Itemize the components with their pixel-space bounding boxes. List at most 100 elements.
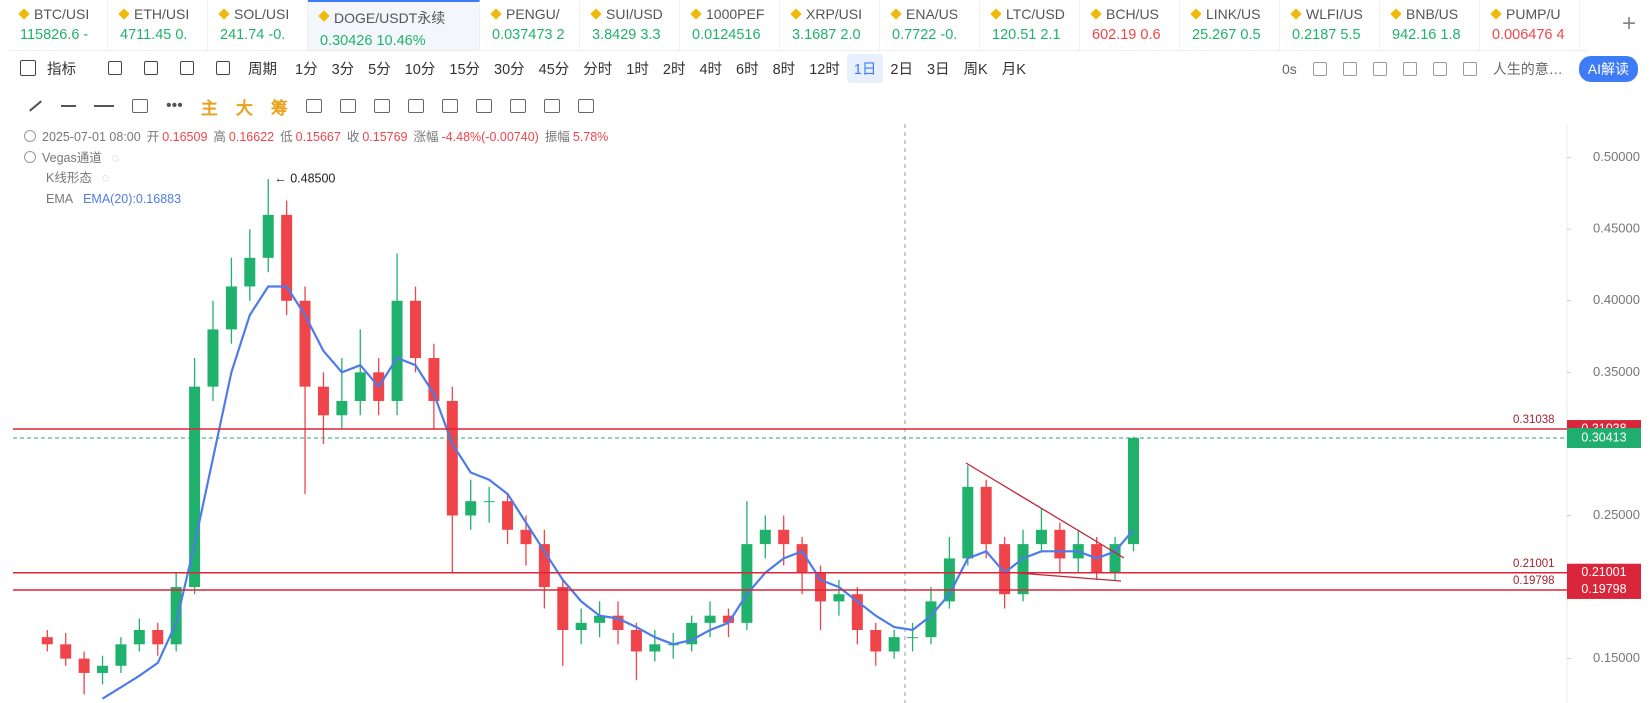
copy-icon[interactable] (1372, 62, 1387, 76)
ticker-quote: 0.30426 10.46% (320, 33, 426, 49)
ticker[interactable]: DOGE/USDT永续 0.30426 10.46% (308, 0, 480, 50)
y-tick-label: 0.50000 (1593, 149, 1640, 164)
layout-icon[interactable] (108, 61, 122, 75)
interval[interactable]: 3分 (331, 61, 355, 78)
level-label: 0.21001 (1513, 558, 1555, 570)
candle-body (943, 558, 955, 602)
info-value: 5.78% (572, 130, 609, 144)
edit-tool[interactable] (475, 99, 492, 113)
candle-body (336, 400, 348, 416)
indicator-icon (20, 60, 36, 76)
collapse-icon[interactable] (24, 150, 36, 163)
more-tool[interactable]: ••• (166, 97, 183, 114)
candle-body (502, 501, 514, 530)
ticker[interactable]: BNB/US 942.16 1.8 (1380, 0, 1480, 50)
interval[interactable]: 15分 (449, 61, 481, 78)
info-date: 2025-07-01 08:00 (42, 130, 141, 144)
interval[interactable]: 12时 (809, 61, 840, 78)
link-tool[interactable] (509, 99, 526, 113)
interval[interactable]: 1分 (295, 61, 318, 78)
interval[interactable]: 周K (963, 61, 988, 78)
account[interactable]: 人生的意… (1492, 61, 1563, 77)
pen-icon[interactable] (1342, 62, 1357, 76)
ticker[interactable]: ETH/USI 4711.45 0. (108, 0, 208, 50)
interval[interactable]: 4时 (699, 61, 723, 78)
candle-body (851, 594, 863, 630)
candle-body (557, 587, 569, 630)
candle-body (1109, 544, 1121, 573)
interval[interactable]: 2日 (890, 61, 913, 78)
tool-text[interactable]: 大 (235, 98, 253, 118)
ticker[interactable]: SOL/USI 241.74 -0. (208, 0, 308, 50)
interval[interactable]: 8时 (772, 61, 796, 78)
info-value: 0.15769 (362, 130, 408, 144)
interval[interactable]: 分时 (583, 61, 613, 78)
tool-text[interactable]: 筹 (270, 98, 288, 118)
candle-body (78, 658, 90, 673)
info-value: 0.15667 (295, 130, 341, 144)
brush-tool[interactable] (373, 99, 390, 113)
candle-body (410, 300, 421, 359)
ticker-name: ENA/US (892, 6, 979, 22)
ticker-quote: 120.51 2.1 (992, 27, 1061, 43)
interval[interactable]: 30分 (494, 61, 525, 78)
ticker[interactable]: PENGU/0.037473 2 (480, 0, 580, 50)
interval[interactable]: 1日 (846, 53, 884, 83)
candle-body (594, 615, 606, 623)
note-tool[interactable] (441, 99, 458, 113)
candle-body (483, 501, 495, 503)
ticker-quote: 241.74 -0. (220, 27, 286, 43)
rect-tool[interactable] (132, 99, 148, 113)
measure-tool[interactable] (339, 99, 356, 113)
ticker[interactable]: WLFI/US 0.2187 5.5 (1280, 0, 1380, 50)
candle-body (97, 665, 109, 673)
indicator-button[interactable]: 指标 (47, 61, 76, 78)
interval[interactable]: 3日 (926, 61, 950, 78)
list-icon[interactable] (1402, 62, 1417, 76)
interval[interactable]: 5分 (368, 61, 391, 78)
tool-text[interactable]: 主 (200, 98, 218, 118)
fullscreen-icon[interactable] (1462, 62, 1477, 76)
ticker[interactable]: BCH/US 602.19 0.6 (1080, 0, 1180, 50)
interval[interactable]: 10分 (404, 61, 436, 78)
ticker-quote: 3.1687 2.0 (792, 27, 861, 43)
ema-value: EMA(20):0.16883 (83, 191, 182, 206)
ticker[interactable]: BTC/USI 115826.6 - (8, 0, 108, 50)
interval[interactable]: 45分 (538, 61, 570, 78)
eye-icon[interactable]: ◌ (101, 171, 110, 185)
chart-type-icon[interactable] (216, 61, 230, 75)
settings-icon[interactable] (1432, 62, 1447, 76)
collapse-icon[interactable] (24, 130, 36, 142)
add-tab[interactable]: + (1621, 10, 1636, 37)
camera-icon[interactable] (1312, 62, 1327, 76)
ticker[interactable]: LTC/USD 120.51 2.1 (980, 0, 1080, 50)
interval[interactable]: 月K (1001, 61, 1026, 78)
candle-body (299, 300, 311, 387)
period-button[interactable]: 周期 (248, 61, 277, 78)
ticker[interactable]: SUI/USD 3.8429 3.3 (580, 0, 680, 50)
filter-tool[interactable] (543, 99, 560, 113)
hline-tool[interactable] (61, 105, 76, 107)
ai-button[interactable]: AI解读 (1578, 56, 1638, 82)
ema-name: EMA (46, 191, 74, 206)
ticker-name: DOGE/USDT永续 (320, 8, 479, 28)
eye-icon[interactable]: ◌ (111, 150, 120, 165)
line-tool[interactable] (29, 100, 42, 112)
ticker[interactable]: 1000PEF 0.0124516 (680, 0, 780, 50)
ticker[interactable]: XRP/USI 3.1687 2.0 (780, 0, 880, 50)
right-tools: 0s 人生的意… AI解读 (1282, 56, 1638, 82)
ticker[interactable]: LINK/US 25.267 0.5 (1180, 0, 1280, 50)
interval[interactable]: 2时 (662, 61, 686, 78)
ticker[interactable]: ENA/US 0.7722 -0. (880, 0, 980, 50)
replay-icon[interactable] (180, 61, 194, 75)
candle-body (1127, 438, 1139, 545)
ray-tool[interactable] (94, 105, 114, 107)
interval[interactable]: 1时 (626, 61, 649, 78)
ticker[interactable]: PUMP/U 0.006476 4 (1480, 0, 1580, 50)
trend-line (1017, 572, 1122, 582)
trash-tool[interactable] (577, 99, 594, 113)
magnet-tool[interactable] (305, 99, 322, 113)
grid-icon[interactable] (144, 61, 158, 75)
candle-tool[interactable] (407, 99, 424, 113)
interval[interactable]: 6时 (736, 61, 759, 78)
